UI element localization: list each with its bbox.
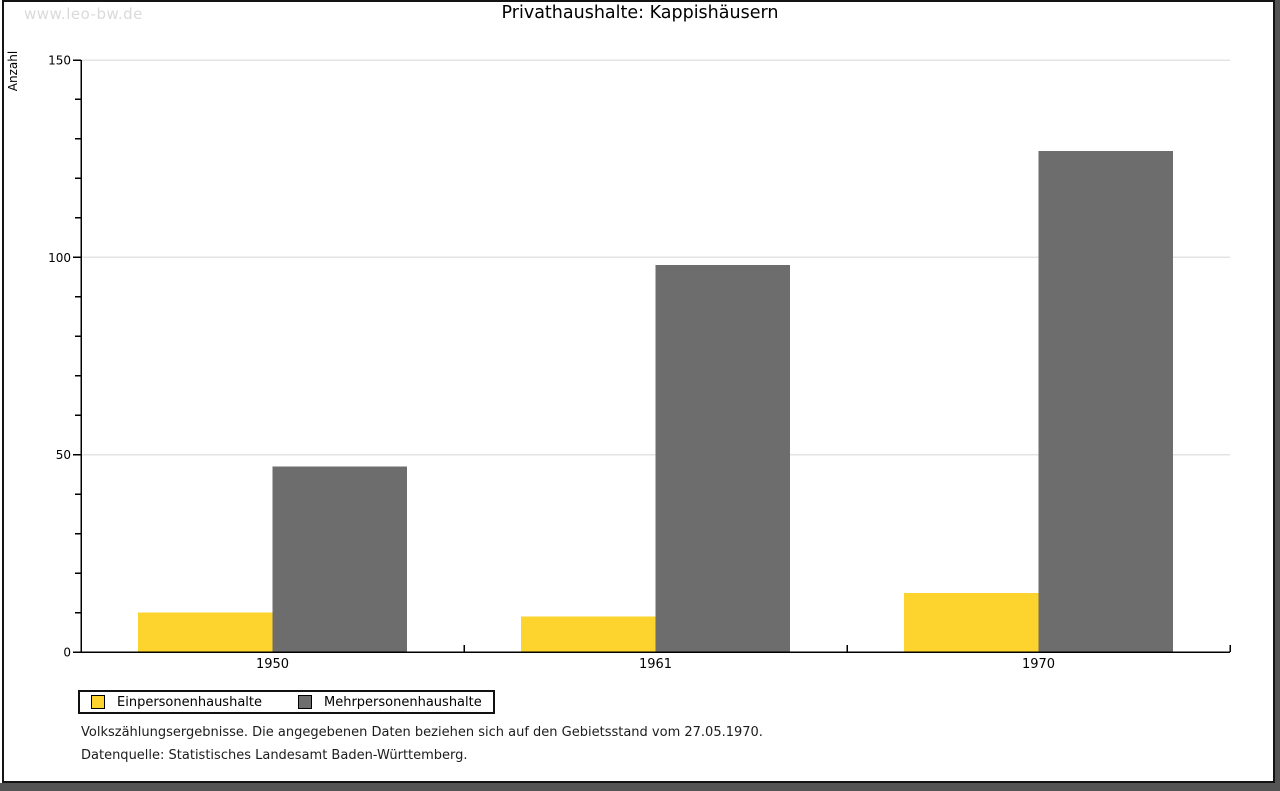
bar-mehrpersonenhaushalte-1961 <box>655 265 790 652</box>
legend-swatch-gray-icon <box>298 695 312 709</box>
legend: Einpersonenhaushalte Mehrpersonenhaushal… <box>78 690 495 714</box>
bar-einpersonenhaushalte-1970 <box>904 592 1039 652</box>
x-tick-label-1970: 1970 <box>1022 657 1055 672</box>
bar-einpersonenhaushalte-1950 <box>138 612 273 652</box>
x-tick-label-1961: 1961 <box>639 657 672 672</box>
bar-mehrpersonenhaushalte-1950 <box>272 466 407 652</box>
footer-source-note: Volkszählungsergebnisse. Die angegebenen… <box>81 725 763 740</box>
y-tick-label-50: 50 <box>56 448 71 462</box>
y-tick-label-0: 0 <box>63 646 71 660</box>
legend-item-mehrpersonenhaushalte: Mehrpersonenhaushalte <box>298 695 482 710</box>
window-band-bottom <box>0 783 1280 791</box>
legend-item-einpersonenhaushalte: Einpersonenhaushalte <box>91 695 262 710</box>
bar-mehrpersonenhaushalte-1970 <box>1038 150 1173 653</box>
y-tick-label-100: 100 <box>48 251 71 265</box>
footer-data-source: Datenquelle: Statistisches Landesamt Bad… <box>81 748 468 763</box>
y-tick-label-150: 150 <box>48 54 71 68</box>
watermark: www.leo-bw.de <box>24 5 143 23</box>
page-title: Privathaushalte: Kappishäusern <box>501 3 779 23</box>
y-axis-title: Anzahl <box>6 50 20 92</box>
legend-label: Mehrpersonenhaushalte <box>324 694 482 710</box>
legend-label: Einpersonenhaushalte <box>117 694 262 710</box>
bar-einpersonenhaushalte-1961 <box>521 616 656 652</box>
legend-swatch-yellow-icon <box>91 695 105 709</box>
x-tick-label-1950: 1950 <box>256 657 289 672</box>
window-band-right <box>1275 0 1280 791</box>
